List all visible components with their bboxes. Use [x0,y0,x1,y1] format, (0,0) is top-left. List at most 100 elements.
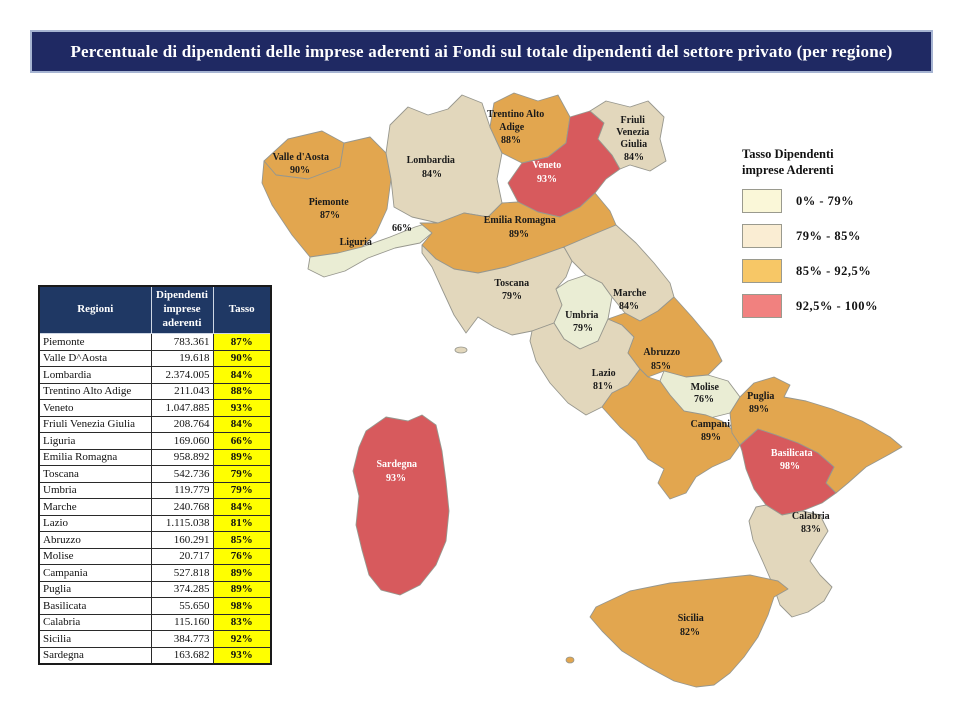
cell-tasso: 84% [212,415,272,433]
small-island-elba [454,346,468,354]
table-row: Veneto 1.047.885 93% [38,399,272,417]
region-campania: Campania 89% [601,368,741,500]
region-friuli: Friuli Venezia Giulia 84% [589,100,667,172]
legend-item: 0% - 79% [742,189,937,214]
cell-dipendenti: 783.361 [150,333,214,351]
cell-dipendenti: 1.115.038 [150,514,214,532]
legend-item: 79% - 85% [742,224,937,249]
legend-swatch [742,259,782,284]
cell-dipendenti: 19.618 [150,349,214,367]
legend-label: 0% - 79% [796,193,855,208]
cell-dipendenti: 211.043 [150,382,214,400]
cell-tasso: 89% [212,448,272,466]
legend-items: 0% - 79% 79% - 85% 85% - 92,5% 92,5% - 100% [742,189,937,319]
data-table: Regioni Dipendenti imprese aderenti Tass… [38,285,272,665]
header-dipendenti: Dipendenti imprese aderenti [150,285,214,334]
small-island-egadi [565,656,575,664]
region-lombardia: Lombardia 84% [385,94,503,224]
table-row: Valle D^Aosta 19.618 90% [38,349,272,367]
cell-tasso: 93% [212,399,272,417]
legend-swatch [742,294,782,319]
cell-regione: Veneto [38,399,152,417]
header-tasso: Tasso [212,285,272,334]
cell-dipendenti: 55.650 [150,597,214,615]
region-label-valle-daosta: Valle d'Aosta 90% [272,152,331,176]
table-row: Campania 527.818 89% [38,564,272,582]
region-calabria: Calabria 83% [748,504,833,618]
cell-tasso: 87% [212,333,272,351]
cell-regione: Puglia [38,580,152,598]
cell-dipendenti: 119.779 [150,481,214,499]
legend-swatch [742,224,782,249]
cell-tasso: 83% [212,613,272,631]
region-label-umbria: Umbria 79% [565,310,601,334]
cell-regione: Friuli Venezia Giulia [38,415,152,433]
region-label-veneto: Veneto 93% [532,160,564,185]
region-label-puglia: Puglia 89% [747,391,777,415]
cell-dipendenti: 958.892 [150,448,214,466]
cell-regione: Emilia Romagna [38,448,152,466]
cell-dipendenti: 542.736 [150,465,214,483]
table-row: Emilia Romagna 958.892 89% [38,448,272,466]
legend-label: 79% - 85% [796,228,861,243]
legend-item: 92,5% - 100% [742,294,937,319]
cell-regione: Abruzzo [38,531,152,549]
cell-dipendenti: 527.818 [150,564,214,582]
table-row: Puglia 374.285 89% [38,580,272,598]
region-label-abruzzo: Abruzzo 85% [643,347,682,372]
cell-dipendenti: 384.773 [150,630,214,648]
table-row: Friuli Venezia Giulia 208.764 84% [38,415,272,433]
cell-tasso: 85% [212,531,272,549]
cell-regione: Trentino Alto Adige [38,382,152,400]
region-label-emilia: Emilia Romagna 89% [484,215,558,240]
table-row: Liguria 169.060 66% [38,432,272,450]
region-label-trentino: Trentino Alto Adige 88% [487,109,547,146]
cell-dipendenti: 374.285 [150,580,214,598]
region-label-liguria: Liguria 66% [340,223,412,248]
title-bar: Percentuale di dipendenti delle imprese … [30,30,933,73]
region-label-calabria: Calabria 83% [792,511,832,535]
table-row: Sardegna 163.682 93% [38,646,272,665]
region-label-sicilia: Sicilia 82% [678,613,707,638]
cell-regione: Umbria [38,481,152,499]
cell-regione: Sardegna [38,646,152,665]
cell-regione: Liguria [38,432,152,450]
cell-dipendenti: 160.291 [150,531,214,549]
table-header-row: Regioni Dipendenti imprese aderenti Tass… [38,285,272,334]
legend-item: 85% - 92,5% [742,259,937,284]
table-row: Abruzzo 160.291 85% [38,531,272,549]
data-table-wrap: Regioni Dipendenti imprese aderenti Tass… [38,285,272,665]
cell-regione: Lombardia [38,366,152,384]
region-label-campania: Campania 89% [691,419,738,443]
table-row: Umbria 119.779 79% [38,481,272,499]
cell-dipendenti: 163.682 [150,646,214,665]
region-label-toscana: Toscana 79% [494,278,531,302]
legend-title: Tasso Dipendenti imprese Aderenti [742,147,834,177]
cell-dipendenti: 240.768 [150,498,214,516]
cell-dipendenti: 208.764 [150,415,214,433]
table-row: Trentino Alto Adige 211.043 88% [38,382,272,400]
cell-regione: Marche [38,498,152,516]
cell-regione: Piemonte [38,333,152,351]
cell-tasso: 93% [212,646,272,665]
header-regioni: Regioni [38,285,152,334]
table-row: Piemonte 783.361 87% [38,333,272,351]
cell-regione: Lazio [38,514,152,532]
region-piemonte: Piemonte 87% [261,136,392,258]
table-body: Piemonte 783.361 87% Valle D^Aosta 19.618 90%… [38,333,272,665]
cell-dipendenti: 1.047.885 [150,399,214,417]
cell-dipendenti: 115.160 [150,613,214,631]
region-label-piemonte: Piemonte 87% [309,197,352,221]
table-row: Lazio 1.115.038 81% [38,514,272,532]
table-row: Toscana 542.736 79% [38,465,272,483]
region-label-molise: Molise 76% [691,382,722,405]
legend-label: 85% - 92,5% [796,263,872,278]
region-label-friuli: Friuli Venezia Giulia 84% [616,115,651,163]
cell-regione: Toscana [38,465,152,483]
cell-tasso: 84% [212,366,272,384]
cell-tasso: 66% [212,432,272,450]
region-sardegna: Sardegna 93% [352,414,450,596]
table-row: Sicilia 384.773 92% [38,630,272,648]
table-row: Molise 20.717 76% [38,547,272,565]
